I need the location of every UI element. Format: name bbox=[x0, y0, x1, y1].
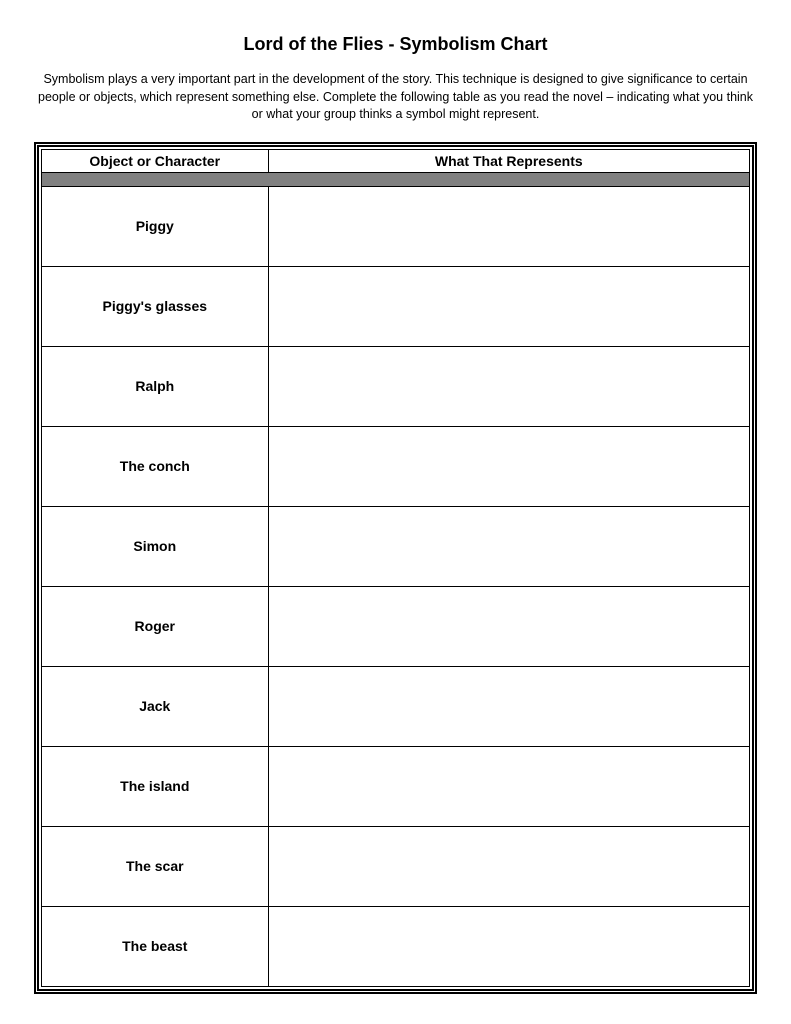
table-row: Piggy bbox=[42, 186, 750, 266]
row-value[interactable] bbox=[268, 666, 749, 746]
row-value[interactable] bbox=[268, 746, 749, 826]
row-label: Roger bbox=[42, 586, 269, 666]
row-label: The beast bbox=[42, 906, 269, 986]
table-row: Roger bbox=[42, 586, 750, 666]
row-label: Simon bbox=[42, 506, 269, 586]
table-row: The conch bbox=[42, 426, 750, 506]
row-value[interactable] bbox=[268, 346, 749, 426]
column-header-represents: What That Represents bbox=[268, 149, 749, 172]
table-row: The island bbox=[42, 746, 750, 826]
table-row: Jack bbox=[42, 666, 750, 746]
row-label: Piggy's glasses bbox=[42, 266, 269, 346]
row-value[interactable] bbox=[268, 826, 749, 906]
row-label: Jack bbox=[42, 666, 269, 746]
table-row: Simon bbox=[42, 506, 750, 586]
row-value[interactable] bbox=[268, 186, 749, 266]
row-label: The scar bbox=[42, 826, 269, 906]
row-value[interactable] bbox=[268, 906, 749, 986]
table-row: Ralph bbox=[42, 346, 750, 426]
table-spacer-row bbox=[42, 172, 750, 186]
row-value[interactable] bbox=[268, 506, 749, 586]
row-label: Ralph bbox=[42, 346, 269, 426]
table-row: Piggy's glasses bbox=[42, 266, 750, 346]
row-value[interactable] bbox=[268, 586, 749, 666]
symbolism-table: Object or Character What That Represents… bbox=[41, 149, 750, 987]
row-value[interactable] bbox=[268, 266, 749, 346]
row-value[interactable] bbox=[268, 426, 749, 506]
instructions-text: Symbolism plays a very important part in… bbox=[34, 71, 757, 124]
table-row: The beast bbox=[42, 906, 750, 986]
column-header-object: Object or Character bbox=[42, 149, 269, 172]
symbolism-table-wrapper: Object or Character What That Represents… bbox=[34, 142, 757, 994]
table-header-row: Object or Character What That Represents bbox=[42, 149, 750, 172]
row-label: The conch bbox=[42, 426, 269, 506]
table-row: The scar bbox=[42, 826, 750, 906]
row-label: The island bbox=[42, 746, 269, 826]
row-label: Piggy bbox=[42, 186, 269, 266]
page-title: Lord of the Flies - Symbolism Chart bbox=[34, 34, 757, 55]
table-spacer-cell bbox=[42, 172, 750, 186]
